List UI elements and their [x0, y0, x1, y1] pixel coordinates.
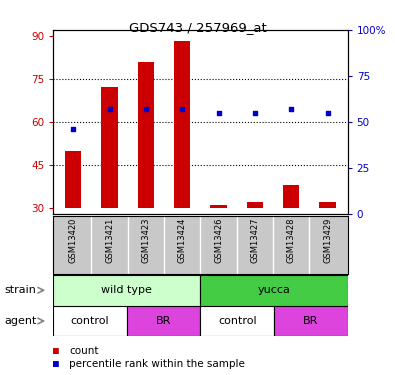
- Bar: [174, 42, 190, 208]
- Bar: [102, 87, 118, 208]
- Text: GSM13424: GSM13424: [178, 217, 187, 263]
- Text: count: count: [69, 346, 99, 355]
- Text: control: control: [71, 316, 109, 326]
- Bar: [138, 62, 154, 208]
- Bar: [247, 202, 263, 208]
- Point: [252, 110, 258, 116]
- Text: GSM13428: GSM13428: [287, 217, 296, 263]
- Text: GSM13420: GSM13420: [69, 217, 78, 263]
- Bar: [274, 306, 348, 336]
- Text: GSM13426: GSM13426: [214, 217, 223, 263]
- Point: [179, 106, 186, 112]
- Bar: [211, 205, 227, 208]
- Text: yucca: yucca: [258, 285, 290, 295]
- Text: BR: BR: [156, 316, 171, 326]
- Text: BR: BR: [303, 316, 318, 326]
- Bar: [320, 202, 336, 208]
- Text: agent: agent: [4, 316, 36, 326]
- Point: [215, 110, 222, 116]
- Text: strain: strain: [4, 285, 36, 295]
- Text: ■: ■: [53, 346, 59, 355]
- Point: [143, 106, 149, 112]
- Text: percentile rank within the sample: percentile rank within the sample: [69, 359, 245, 369]
- Bar: [201, 306, 274, 336]
- Text: ■: ■: [53, 359, 59, 369]
- Bar: [127, 306, 201, 336]
- Text: GSM13427: GSM13427: [250, 217, 260, 263]
- Point: [70, 126, 77, 132]
- Point: [324, 110, 331, 116]
- Bar: [201, 275, 348, 306]
- Bar: [53, 306, 127, 336]
- Text: GSM13421: GSM13421: [105, 217, 114, 263]
- Text: control: control: [218, 316, 257, 326]
- Text: GSM13429: GSM13429: [323, 217, 332, 263]
- Text: wild type: wild type: [102, 285, 152, 295]
- Bar: [65, 151, 81, 208]
- Bar: [53, 275, 201, 306]
- Text: GDS743 / 257969_at: GDS743 / 257969_at: [129, 21, 266, 34]
- Text: GSM13423: GSM13423: [141, 217, 150, 263]
- Bar: [283, 185, 299, 208]
- Point: [107, 106, 113, 112]
- Point: [288, 106, 294, 112]
